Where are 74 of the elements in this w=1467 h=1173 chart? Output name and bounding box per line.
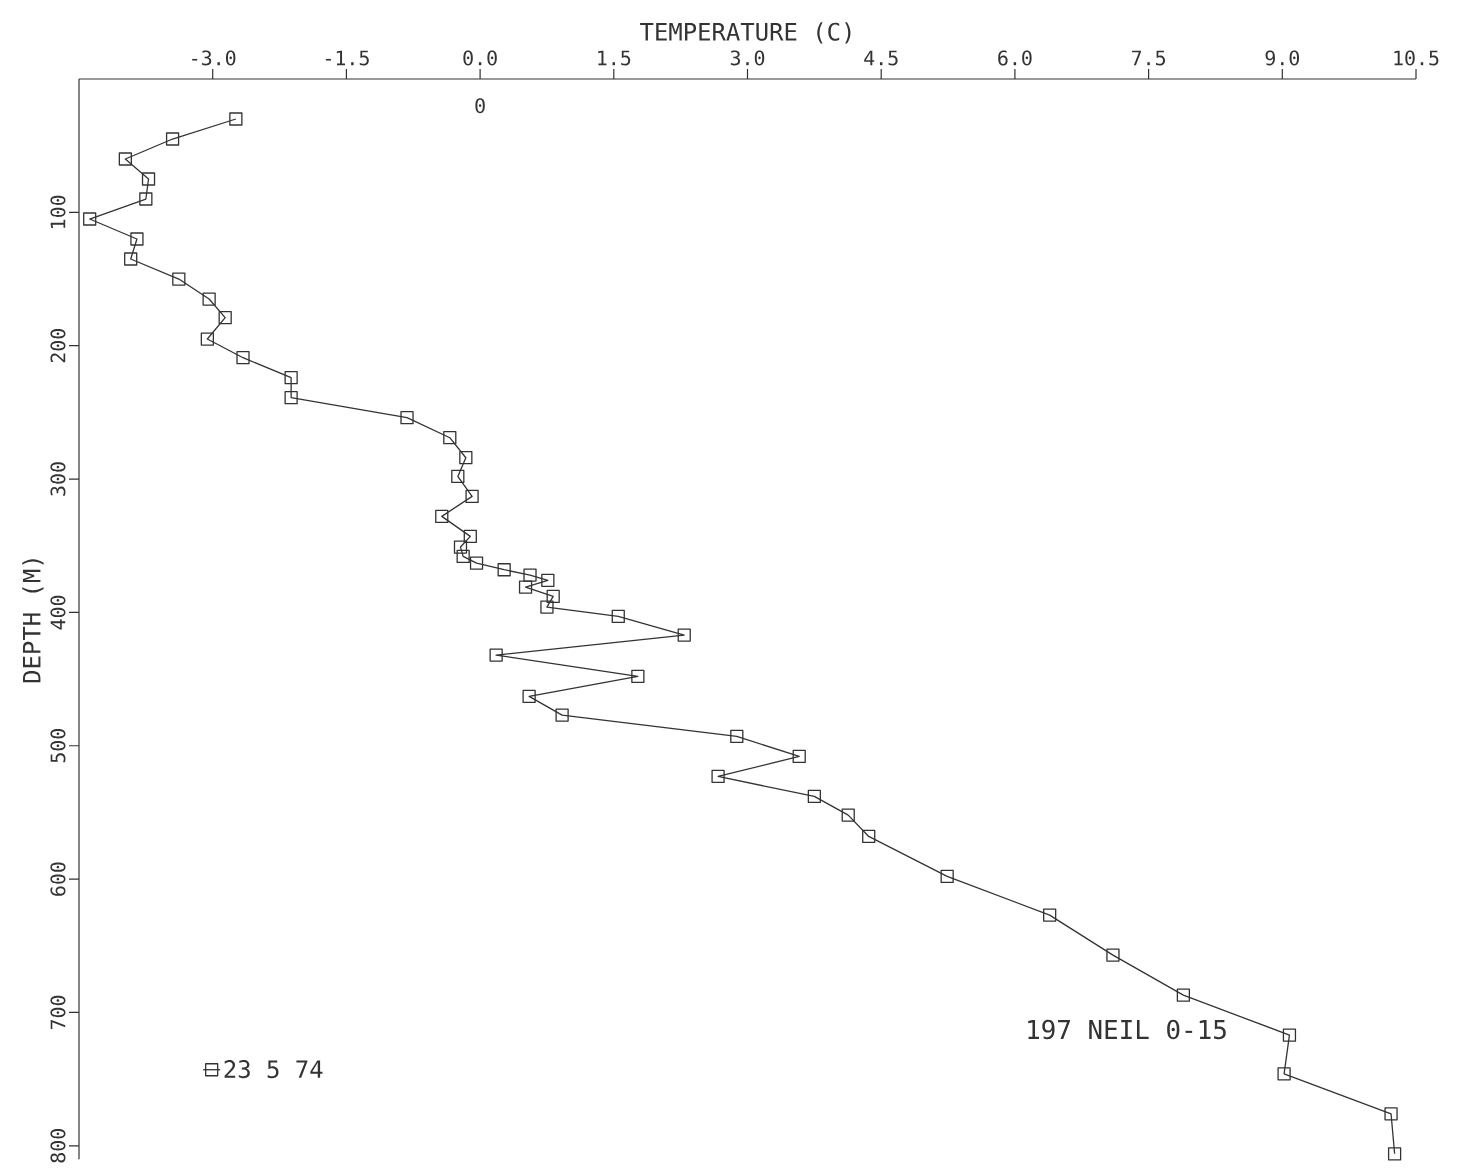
point [555, 708, 569, 722]
point [1282, 1028, 1297, 1042]
point [165, 132, 180, 146]
x-tick-label: 0.0 [463, 50, 497, 66]
point [200, 332, 214, 346]
point [611, 609, 625, 624]
point [792, 749, 806, 764]
annotation: 197 NEIL 0-15 [1028, 1019, 1226, 1040]
point [497, 563, 511, 577]
point [141, 172, 156, 186]
point [139, 192, 153, 206]
point [711, 769, 725, 784]
point [730, 729, 744, 744]
point [1277, 1067, 1291, 1081]
x-axis-title: TEMPERATURE (C) [640, 22, 851, 44]
point [284, 391, 298, 405]
point [451, 469, 465, 484]
y-tick-label: 400 [50, 595, 66, 630]
point [284, 371, 298, 385]
y-tick-label: 100 [50, 195, 66, 228]
point [83, 212, 97, 226]
x-tick-label: -1.5 [325, 50, 369, 66]
legend-label: 23 5 74 [224, 1060, 323, 1079]
point [443, 431, 457, 445]
x-tick-label: 1.5 [598, 50, 631, 66]
point [518, 580, 533, 594]
point [202, 292, 216, 306]
point [677, 628, 691, 642]
y-tick-label: 600 [50, 862, 66, 896]
point [546, 589, 560, 604]
y-tick-label: 300 [50, 462, 66, 496]
point [862, 829, 876, 844]
point [841, 808, 855, 822]
y-tick-label: 200 [50, 329, 66, 363]
point [463, 529, 477, 544]
y-tick-label: 700 [50, 995, 66, 1030]
point [218, 311, 232, 325]
point [523, 568, 537, 582]
annotation: 0 [475, 98, 485, 114]
point [465, 489, 479, 504]
point [435, 509, 449, 524]
point [469, 556, 484, 570]
point [453, 540, 468, 554]
x-tick-label: 3.0 [730, 50, 765, 66]
x-tick-label: 9.0 [1265, 50, 1299, 66]
x-tick-label: -3.0 [192, 50, 236, 66]
point [459, 451, 473, 465]
point [236, 351, 250, 365]
point [400, 411, 414, 425]
point [489, 648, 503, 662]
y-tick-label: 500 [50, 729, 66, 763]
point [124, 252, 138, 266]
point [118, 152, 132, 166]
point [541, 573, 555, 588]
x-tick-label: 6.0 [998, 50, 1032, 66]
x-tick-label: 7.5 [1131, 50, 1166, 66]
point [1043, 908, 1057, 922]
point [1387, 1147, 1402, 1161]
point [229, 112, 243, 126]
point [130, 232, 144, 246]
point [940, 869, 954, 884]
point [1384, 1107, 1398, 1121]
x-tick-label: 4.5 [864, 50, 898, 66]
y-tick-label: 800 [50, 1129, 66, 1163]
point [456, 549, 470, 564]
point [631, 669, 645, 684]
point [172, 272, 186, 286]
point [1106, 948, 1120, 962]
point [807, 789, 822, 804]
point [540, 600, 554, 614]
y-axis-title: DEPTH (M) [22, 559, 44, 683]
x-tick-label: 10.5 [1394, 50, 1439, 66]
point [1176, 988, 1191, 1002]
point [522, 689, 536, 704]
